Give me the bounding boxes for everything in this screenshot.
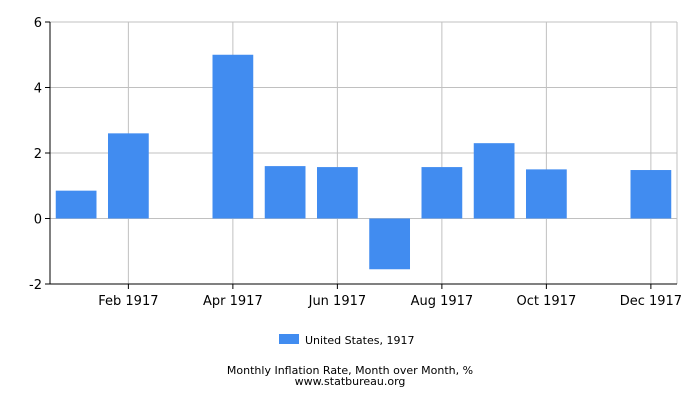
x-tick-label: Aug 1917 [411,294,474,309]
y-tick-label: 2 [34,147,42,162]
x-axis-ticks: Feb 1917 Apr 1917 Jun 1917 Aug 1917 Oct 1917… [98,284,682,309]
y-tick-label: 6 [34,16,42,31]
x-tick-label: Apr 1917 [203,294,263,309]
x-tick-label: Dec 1917 [620,294,682,309]
bar-aug-1917 [421,167,463,219]
bar-sep-1917 [473,143,515,219]
legend-label: United States, 1917 [305,334,414,347]
legend: United States, 1917 [279,334,414,347]
bar-oct-1917 [525,169,567,219]
x-tick-label: Feb 1917 [98,294,158,309]
x-tick-label: Jun 1917 [308,294,367,309]
bar-apr-1917 [212,54,254,219]
y-tick-label: 4 [34,82,42,97]
y-axis-ticks: -2 0 2 4 6 [29,16,50,293]
chart-caption: Monthly Inflation Rate, Month over Month… [227,364,473,377]
bar-jan-1917 [55,190,97,219]
bar-feb-1917 [107,133,149,219]
y-tick-label: 0 [34,213,42,228]
bar-jul-1917 [369,218,411,270]
source-url: www.statbureau.org [295,375,406,388]
x-tick-label: Oct 1917 [517,294,577,309]
bar-may-1917 [264,166,306,219]
bar-jun-1917 [316,167,358,219]
bar-dec-1917 [630,170,672,219]
legend-swatch [279,334,299,344]
y-tick-label: -2 [29,278,42,293]
bars [55,54,672,270]
